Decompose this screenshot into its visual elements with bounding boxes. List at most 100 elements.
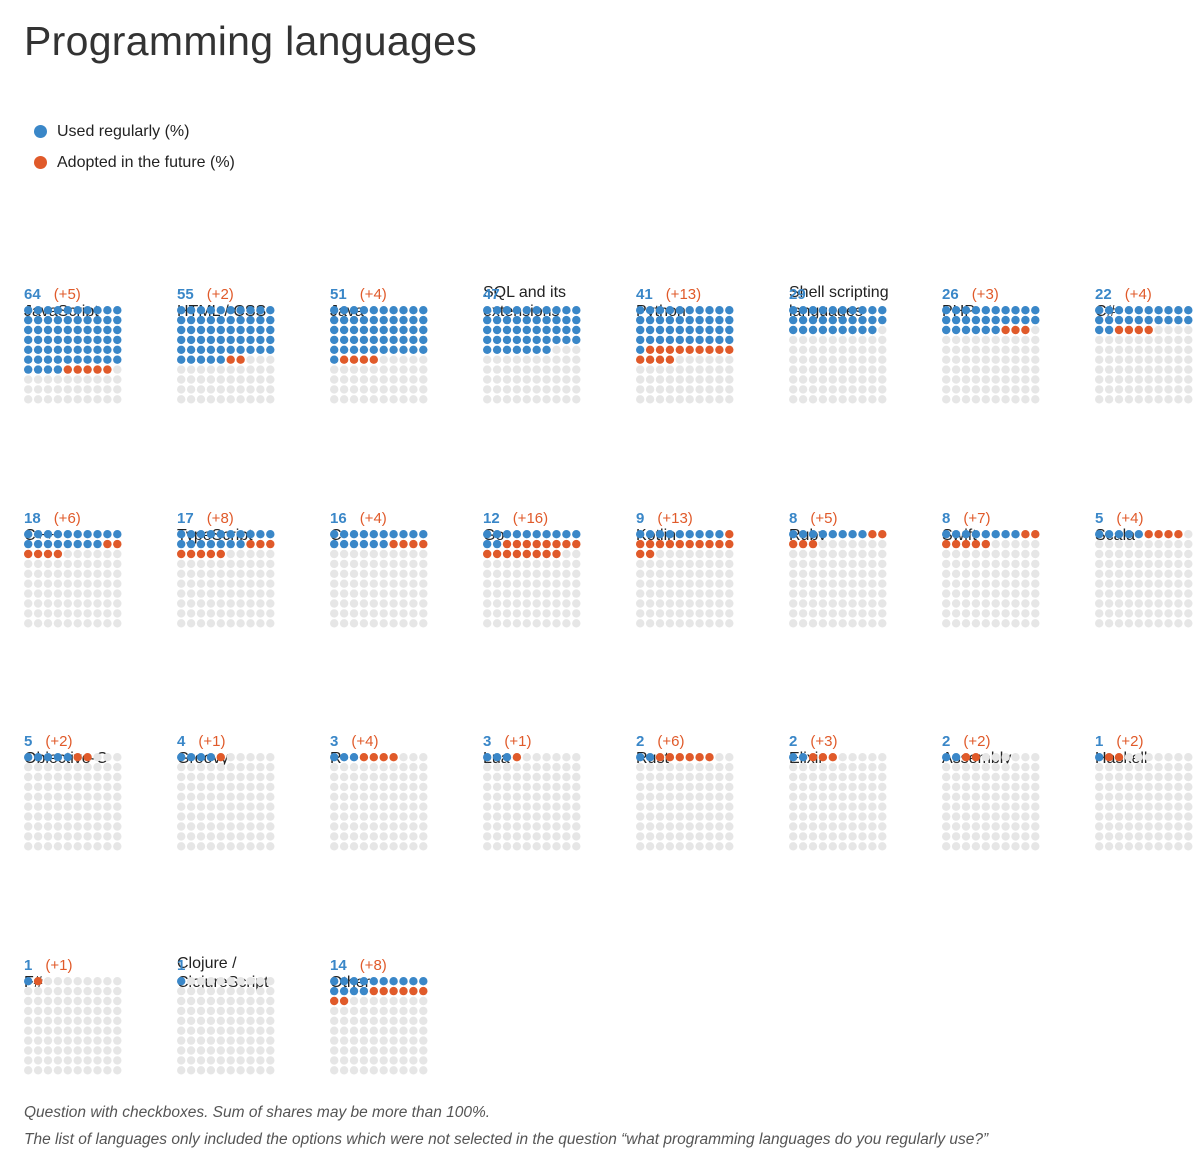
language-name: Ruby <box>789 526 827 544</box>
empty-dot <box>492 802 502 811</box>
adopted-value: (+4) <box>359 286 387 303</box>
empty-dot <box>991 598 1000 608</box>
empty-dot <box>399 395 408 404</box>
used-dot <box>53 345 63 354</box>
empty-dot <box>266 355 275 364</box>
empty-dot <box>858 608 867 618</box>
adopted-value: (+5) <box>53 286 81 303</box>
empty-dot <box>798 395 808 404</box>
empty-dot <box>399 355 408 364</box>
empty-dot <box>645 559 655 568</box>
empty-dot <box>1011 802 1020 811</box>
empty-dot <box>1114 365 1124 374</box>
empty-dot <box>695 559 704 568</box>
empty-dot <box>53 802 63 811</box>
empty-dot <box>572 598 581 608</box>
empty-dot <box>665 842 675 851</box>
empty-dot <box>675 802 684 811</box>
panel-javascript: JavaScript64(+5) <box>24 248 174 438</box>
empty-dot <box>808 335 818 345</box>
used-dot <box>53 753 63 762</box>
used-dot <box>665 315 675 325</box>
empty-dot <box>419 598 428 608</box>
empty-dot <box>1031 559 1040 568</box>
empty-dot <box>1011 812 1020 821</box>
adopted-value: (+3) <box>971 286 999 303</box>
used-dot <box>103 335 112 345</box>
empty-dot <box>53 1016 63 1025</box>
empty-dot <box>53 822 63 831</box>
used-dot <box>93 315 102 325</box>
empty-dot <box>359 1045 369 1055</box>
empty-dot <box>562 842 571 851</box>
empty-dot <box>838 822 847 831</box>
empty-dot <box>878 345 887 354</box>
empty-dot <box>226 598 235 608</box>
empty-dot <box>177 395 186 404</box>
empty-dot <box>349 608 359 618</box>
empty-dot <box>83 812 92 821</box>
empty-dot <box>818 812 828 821</box>
empty-dot <box>961 782 971 792</box>
empty-dot <box>858 579 867 588</box>
empty-dot <box>552 772 561 782</box>
empty-dot <box>512 772 522 782</box>
empty-dot <box>246 588 255 598</box>
panel-other: Other14(+8) <box>330 919 480 1109</box>
empty-dot <box>655 822 665 831</box>
empty-dot <box>1144 782 1153 792</box>
adopted-dot <box>665 753 675 762</box>
footnote-1: Question with checkboxes. Sum of shares … <box>24 1104 491 1121</box>
empty-dot <box>256 588 265 598</box>
empty-dot <box>858 385 867 394</box>
panel-elixir: Elixir2(+3) <box>789 695 939 885</box>
empty-dot <box>389 588 398 598</box>
empty-dot <box>246 375 255 384</box>
empty-dot <box>1095 395 1104 404</box>
empty-dot <box>645 822 655 831</box>
adopted-dot <box>942 539 951 548</box>
empty-dot <box>868 559 877 568</box>
used-dot <box>951 753 961 762</box>
empty-dot <box>789 772 798 782</box>
empty-dot <box>196 802 206 811</box>
empty-dot <box>868 608 877 618</box>
empty-dot <box>24 986 33 995</box>
empty-dot <box>655 812 665 821</box>
empty-dot <box>266 608 275 618</box>
empty-dot <box>636 792 645 801</box>
adopted-value: (+13) <box>665 286 702 303</box>
panel-rust: Rust2(+6) <box>636 695 786 885</box>
empty-dot <box>695 375 704 384</box>
used-dot <box>359 976 369 985</box>
empty-dot <box>522 772 531 782</box>
empty-dot <box>981 842 990 851</box>
used-dot <box>196 539 206 548</box>
empty-dot <box>177 802 186 811</box>
empty-dot <box>73 1045 82 1055</box>
empty-dot <box>24 559 33 568</box>
empty-dot <box>73 598 82 608</box>
empty-dot <box>53 385 63 394</box>
used-dot <box>789 306 798 315</box>
empty-dot <box>33 588 43 598</box>
used-dot <box>33 315 43 325</box>
used-dot <box>1001 306 1010 315</box>
empty-dot <box>33 608 43 618</box>
empty-dot <box>1095 812 1104 821</box>
empty-dot <box>399 588 408 598</box>
empty-dot <box>379 1035 388 1045</box>
used-dot <box>24 529 33 538</box>
used-dot <box>858 315 867 325</box>
used-dot <box>522 335 531 345</box>
empty-dot <box>1174 588 1183 598</box>
empty-dot <box>695 762 704 772</box>
empty-dot <box>389 1016 398 1025</box>
empty-dot <box>562 579 571 588</box>
empty-dot <box>409 365 418 374</box>
empty-dot <box>572 365 581 374</box>
empty-dot <box>636 842 645 851</box>
empty-dot <box>266 385 275 394</box>
empty-dot <box>53 1065 63 1074</box>
empty-dot <box>868 335 877 345</box>
